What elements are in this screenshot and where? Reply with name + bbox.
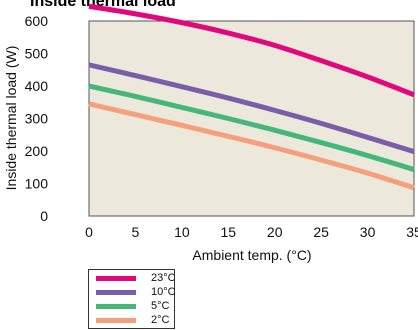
legend-item: 2°C bbox=[89, 313, 174, 327]
legend-swatch bbox=[96, 318, 136, 323]
x-tick-label: 10 bbox=[174, 224, 190, 240]
legend-swatch bbox=[96, 304, 136, 309]
legend-item: 5°C bbox=[89, 299, 174, 313]
y-tick-label: 300 bbox=[25, 111, 49, 127]
legend-label: 2°C bbox=[151, 314, 170, 326]
chart-title: Inside thermal load bbox=[30, 0, 176, 10]
legend-label: 5°C bbox=[151, 300, 170, 312]
legend-label: 10°C bbox=[151, 286, 176, 298]
y-tick-label: 500 bbox=[25, 46, 49, 62]
series-line-3 bbox=[88, 101, 415, 191]
tick-labels: 0 100 200 300 400 500 600 0 5 10 15 20 25 30 35 bbox=[25, 13, 418, 240]
series-line-2 bbox=[88, 83, 415, 172]
y-tick-label: 200 bbox=[25, 143, 49, 159]
chart-legend: 23°C 10°C 5°C 2°C bbox=[88, 269, 176, 329]
y-axis-title: Inside thermal load (W) bbox=[3, 46, 19, 191]
legend-item: 23°C bbox=[89, 271, 176, 285]
series-lines bbox=[88, 3, 415, 191]
x-tick-label: 35 bbox=[406, 224, 418, 240]
y-tick-label: 400 bbox=[25, 78, 49, 94]
legend-label: 23°C bbox=[151, 272, 176, 284]
series-line-1 bbox=[88, 62, 415, 155]
legend-item: 10°C bbox=[89, 285, 176, 299]
plot-area bbox=[88, 20, 415, 217]
x-tick-label: 0 bbox=[85, 224, 93, 240]
series-line-0 bbox=[88, 3, 415, 98]
x-axis-title: Ambient temp. (°C) bbox=[192, 247, 311, 263]
x-tick-label: 25 bbox=[313, 224, 329, 240]
x-tick-label: 20 bbox=[267, 224, 283, 240]
x-tick-label: 15 bbox=[220, 224, 236, 240]
y-tick-label: 600 bbox=[25, 13, 49, 29]
legend-swatch bbox=[96, 276, 136, 281]
y-tick-label: 0 bbox=[40, 208, 48, 224]
x-tick-label: 30 bbox=[360, 224, 376, 240]
x-tick-label: 5 bbox=[132, 224, 140, 240]
y-tick-label: 100 bbox=[25, 176, 49, 192]
legend-swatch bbox=[96, 290, 136, 295]
